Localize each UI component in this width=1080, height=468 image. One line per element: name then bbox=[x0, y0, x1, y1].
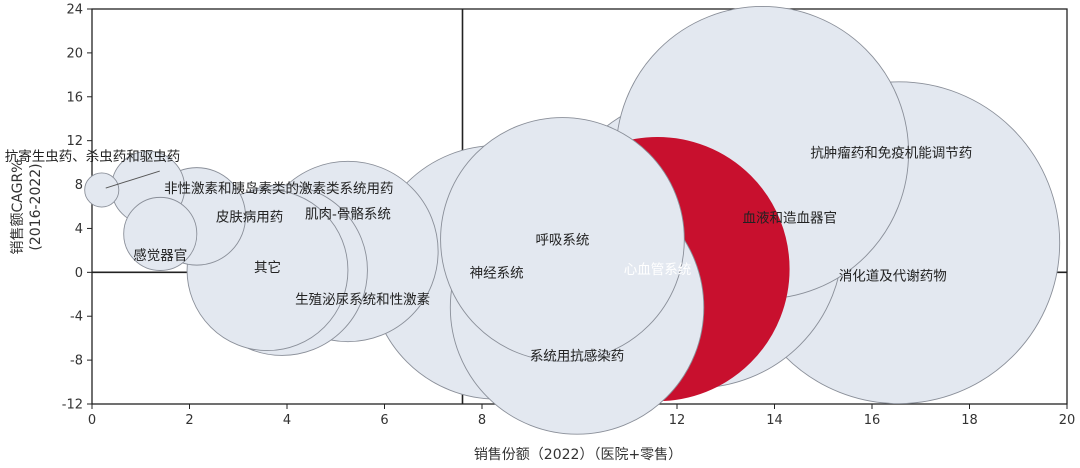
y-axis-title: 销售额CAGR% bbox=[10, 160, 26, 255]
y-tick-label: 4 bbox=[75, 222, 83, 237]
y-axis-subtitle: (2016-2022) bbox=[28, 163, 44, 250]
bubble-label-2: 非性激素和胰岛素类的激素类系统用药 bbox=[164, 181, 394, 197]
bubble-label-6: 其它 bbox=[254, 259, 281, 276]
bubble-9 bbox=[440, 117, 685, 362]
x-tick-label: 16 bbox=[864, 413, 881, 428]
y-tick-label: 12 bbox=[66, 134, 83, 149]
x-tick-label: 6 bbox=[380, 413, 388, 428]
bubble-label-11: 心血管系统 bbox=[624, 262, 692, 278]
x-tick-label: 2 bbox=[185, 413, 193, 428]
bubble-4 bbox=[123, 196, 198, 271]
y-tick-label: -4 bbox=[70, 310, 83, 325]
y-tick-label: 24 bbox=[66, 3, 83, 18]
y-tick-label: -12 bbox=[62, 398, 83, 413]
bubble-layer bbox=[84, 6, 1061, 435]
bubble-label-12: 血液和造血器官 bbox=[743, 211, 838, 227]
y-tick-label: 0 bbox=[75, 266, 83, 281]
x-tick-label: 8 bbox=[478, 413, 486, 428]
y-tick-label: 20 bbox=[66, 46, 83, 61]
bubble-label-3: 皮肤病用药 bbox=[216, 209, 284, 225]
x-tick-label: 20 bbox=[1059, 413, 1076, 428]
leader-line bbox=[105, 170, 160, 189]
bubble-label-7: 肌肉-骨骼系统 bbox=[305, 206, 391, 222]
y-tick-label: -8 bbox=[70, 354, 83, 369]
label-layer: 抗寄生虫药、杀虫药和驱虫药非性激素和胰岛素类的激素类系统用药皮肤病用药感觉器官生… bbox=[5, 145, 973, 365]
bubble-label-14: 消化道及代谢药物 bbox=[839, 269, 947, 285]
y-tick-label: 8 bbox=[75, 178, 83, 193]
y-tick-label: 16 bbox=[66, 90, 83, 105]
bubble-label-13: 抗肿瘤药和免疫机能调节药 bbox=[810, 145, 972, 162]
bubble-label-1: 抗寄生虫药、杀虫药和驱虫药 bbox=[5, 148, 181, 165]
bubble-label-4: 感觉器官 bbox=[133, 247, 187, 264]
bubble-1 bbox=[84, 172, 120, 208]
x-tick-label: 14 bbox=[766, 413, 783, 428]
x-tick-label: 4 bbox=[283, 413, 291, 428]
bubble-label-9: 呼吸系统 bbox=[535, 232, 589, 248]
x-tick-label: 12 bbox=[669, 413, 686, 428]
x-tick-label: 0 bbox=[88, 413, 96, 428]
bubble-label-8: 神经系统 bbox=[470, 265, 524, 281]
x-axis-title: 销售份额（2022）（医院+零售） bbox=[474, 447, 682, 463]
x-tick-label: 18 bbox=[961, 413, 978, 428]
bubble-label-10: 系统用抗感染药 bbox=[530, 347, 625, 364]
bubble-label-5: 生殖泌尿系统和性激素 bbox=[295, 291, 430, 308]
y-axis: 24 20 16 12 8 4 0 -4 -8 -12 bbox=[62, 3, 92, 413]
